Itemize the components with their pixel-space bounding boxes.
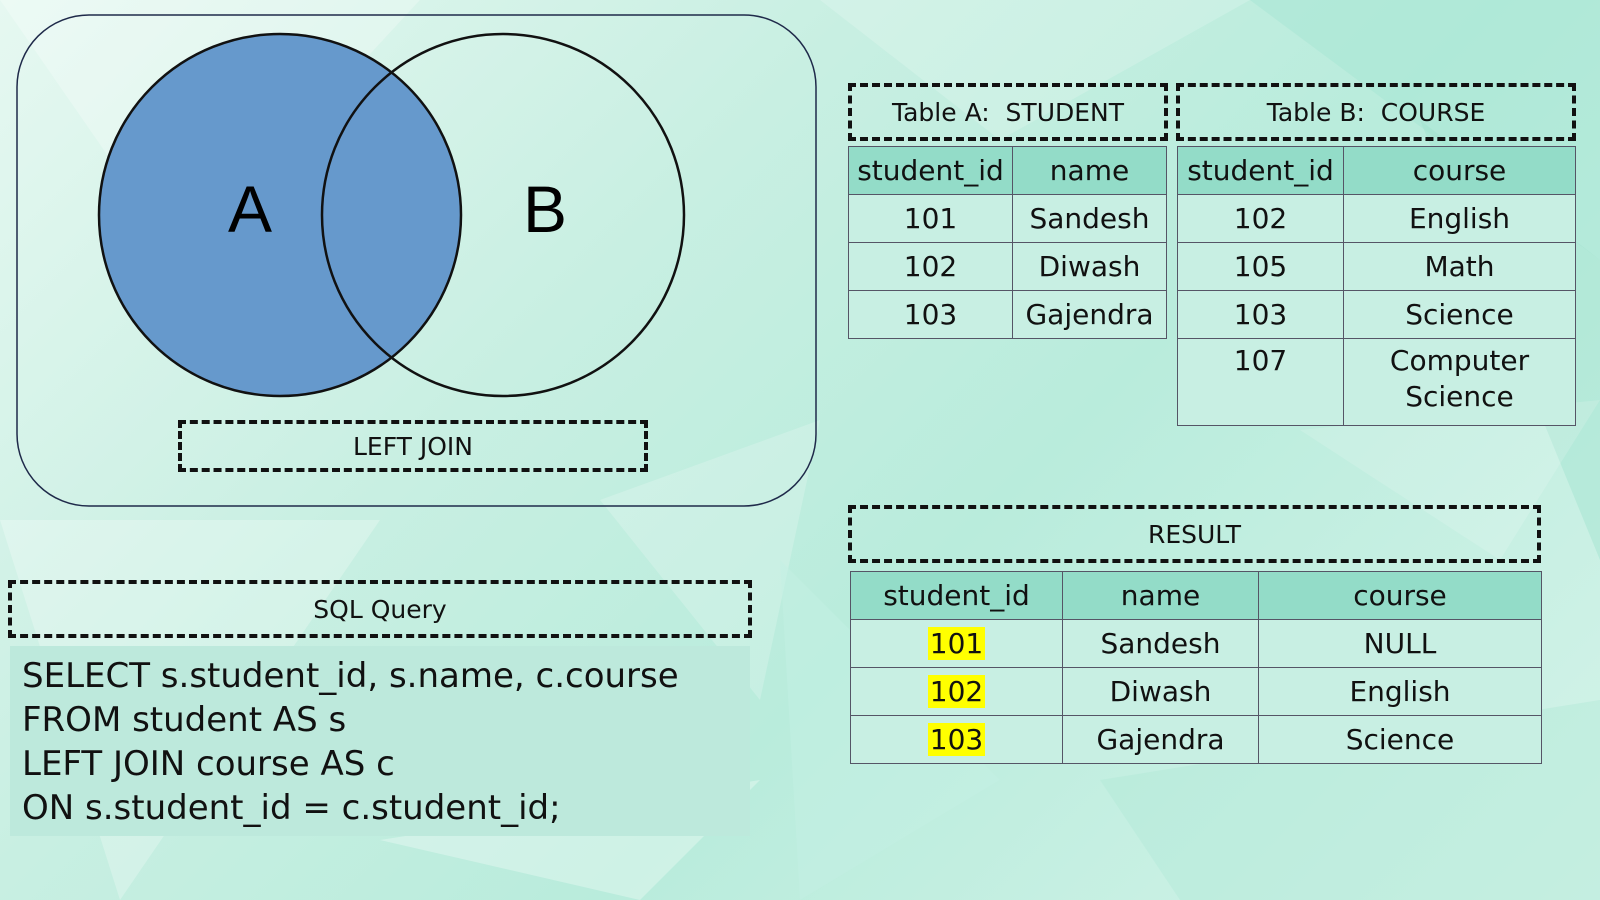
table-cell: Diwash (1012, 242, 1167, 291)
result-title: RESULT (848, 505, 1541, 563)
table-row: 105 Math (1177, 242, 1576, 291)
table-row: 103 Science (1177, 290, 1576, 339)
label-b: B (523, 172, 567, 246)
table-row: 102 English (1177, 194, 1576, 243)
table-cell: Science (1258, 715, 1542, 764)
table-a-title-text: Table A: STUDENT (891, 97, 1125, 127)
table-cell: 102 (1177, 194, 1344, 243)
sql-title-text: SQL Query (313, 594, 447, 624)
result-header: course (1258, 571, 1542, 620)
table-cell: 103 (848, 290, 1013, 339)
venn-diagram: A B (16, 14, 817, 507)
result-table: student_id name course 101 Sandesh NULL … (850, 571, 1542, 764)
highlighted-id: 101 (927, 627, 986, 660)
circle-a-outline (97, 32, 463, 398)
left-join-label: LEFT JOIN (352, 431, 473, 461)
label-a: A (228, 172, 272, 246)
table-a-title: Table A: STUDENT (848, 83, 1168, 141)
table-cell: Gajendra (1062, 715, 1259, 764)
table-row: 103 Gajendra Science (850, 715, 1542, 764)
table-row: 107 Computer Science (1177, 338, 1576, 426)
circle-b (320, 32, 686, 398)
table-a-header: student_id (848, 146, 1013, 195)
table-b-header: student_id (1177, 146, 1344, 195)
table-cell: NULL (1258, 619, 1542, 668)
venn-frame (16, 14, 817, 507)
sql-title: SQL Query (8, 580, 752, 638)
table-b: student_id course 102 English 105 Math 1… (1177, 146, 1576, 426)
table-cell: Sandesh (1062, 619, 1259, 668)
table-row: 101 Sandesh (848, 194, 1167, 243)
table-cell: Computer Science (1343, 338, 1576, 426)
highlighted-id: 102 (927, 675, 986, 708)
sql-query-box: SELECT s.student_id, s.name, c.course FR… (10, 646, 750, 836)
table-cell: Math (1343, 242, 1576, 291)
table-b-header: course (1343, 146, 1576, 195)
highlighted-id: 103 (927, 723, 986, 756)
sql-line: LEFT JOIN course AS c (22, 744, 395, 784)
table-a: student_id name 101 Sandesh 102 Diwash 1… (848, 146, 1167, 339)
table-cell: Science (1343, 290, 1576, 339)
table-cell: 101 (848, 194, 1013, 243)
table-a-header: name (1012, 146, 1167, 195)
table-row: 102 Diwash (848, 242, 1167, 291)
sql-line: FROM student AS s (22, 700, 347, 740)
table-cell: 101 (850, 619, 1063, 668)
table-b-title: Table B: COURSE (1176, 83, 1576, 141)
table-cell: Gajendra (1012, 290, 1167, 339)
sql-line: ON s.student_id = c.student_id; (22, 788, 561, 828)
table-cell: 103 (1177, 290, 1344, 339)
result-title-text: RESULT (1147, 519, 1242, 549)
left-join-caption: LEFT JOIN (178, 420, 648, 472)
sql-line: SELECT s.student_id, s.name, c.course (22, 656, 679, 696)
result-header: student_id (850, 571, 1063, 620)
table-cell: 105 (1177, 242, 1344, 291)
table-cell: 102 (848, 242, 1013, 291)
table-row: 102 Diwash English (850, 667, 1542, 716)
circle-b-overlap (322, 34, 461, 396)
table-cell: Sandesh (1012, 194, 1167, 243)
table-cell: Diwash (1062, 667, 1259, 716)
table-cell: 102 (850, 667, 1063, 716)
table-row: 103 Gajendra (848, 290, 1167, 339)
table-cell: 103 (850, 715, 1063, 764)
table-cell: 107 (1177, 338, 1344, 426)
table-cell: English (1343, 194, 1576, 243)
table-row: 101 Sandesh NULL (850, 619, 1542, 668)
table-cell: English (1258, 667, 1542, 716)
result-header: name (1062, 571, 1259, 620)
table-b-title-text: Table B: COURSE (1266, 97, 1486, 127)
